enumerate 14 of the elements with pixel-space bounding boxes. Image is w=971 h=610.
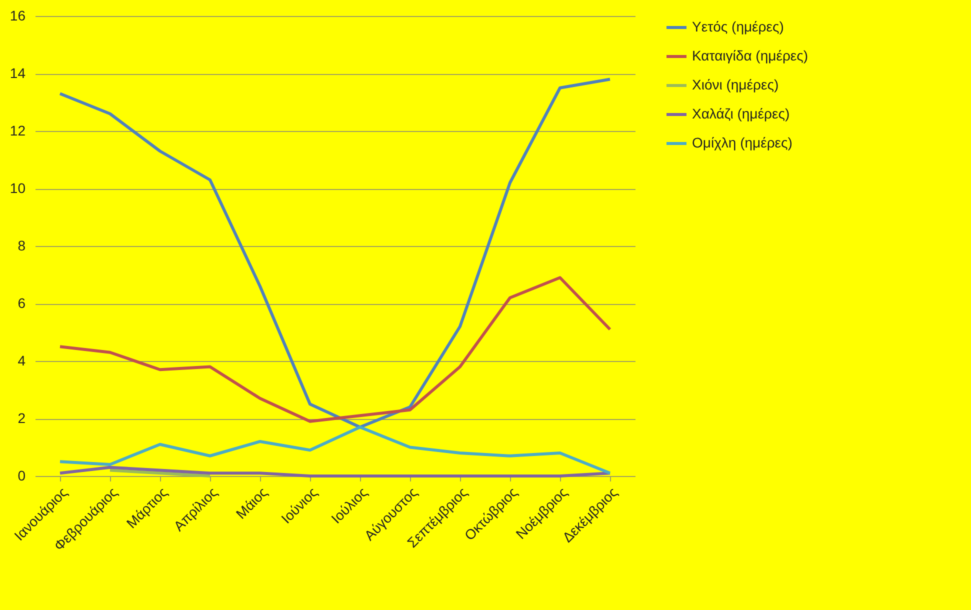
y-tick-label: 12 bbox=[10, 122, 26, 138]
y-tick-label: 16 bbox=[10, 8, 26, 24]
legend-label: Καταιγίδα (ημέρες) bbox=[692, 48, 808, 64]
y-tick-label: 8 bbox=[18, 238, 26, 254]
y-tick-label: 4 bbox=[18, 352, 26, 368]
legend-label: Χαλάζι (ημέρες) bbox=[692, 106, 790, 122]
legend-label: Ομίχλη (ημέρες) bbox=[692, 134, 792, 150]
y-tick-label: 0 bbox=[18, 468, 26, 484]
y-tick-label: 14 bbox=[10, 65, 26, 81]
legend-label: Υετός (ημέρες) bbox=[692, 18, 784, 34]
y-tick-label: 10 bbox=[10, 180, 26, 196]
legend-label: Χιόνι (ημέρες) bbox=[692, 76, 779, 92]
y-tick-label: 6 bbox=[18, 295, 26, 311]
y-tick-label: 2 bbox=[18, 410, 26, 426]
